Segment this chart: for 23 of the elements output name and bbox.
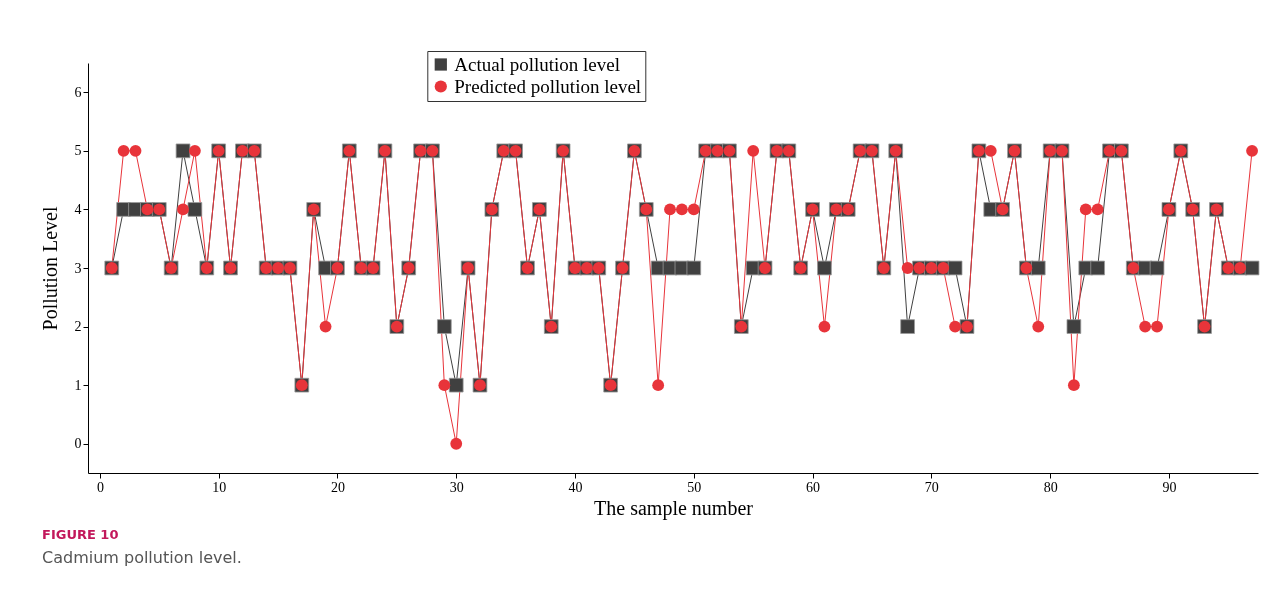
x-tick-label: 90 [1162, 479, 1177, 495]
x-tick-label: 70 [924, 479, 939, 495]
y-tick-label: 1 [74, 377, 82, 393]
x-tick-label: 40 [568, 479, 583, 495]
x-tick-label: 20 [330, 479, 345, 495]
x-tick-label: 60 [806, 479, 821, 495]
x-tick-label: 50 [687, 479, 702, 495]
legend-label: Actual pollution level [454, 53, 620, 75]
y-tick-label: 5 [74, 143, 82, 159]
legend-label: Predicted pollution level [454, 75, 642, 97]
x-tick-label: 30 [449, 479, 464, 495]
y-tick-label: 3 [74, 260, 82, 276]
x-tick-label: 10 [212, 479, 227, 495]
y-tick-label: 2 [74, 319, 82, 335]
y-tick-label: 4 [74, 201, 82, 217]
y-axis-title: Pollution Level [38, 206, 61, 331]
x-tick-label: 80 [1043, 479, 1058, 495]
x-tick-label: 0 [96, 479, 104, 495]
text: Cadmium pollution level. [42, 548, 243, 567]
x-axis-title: The sample number [594, 496, 754, 520]
caption: FIGURE 10 [42, 527, 120, 542]
y-tick-label: 0 [74, 436, 82, 452]
y-tick-label: 6 [74, 84, 82, 100]
